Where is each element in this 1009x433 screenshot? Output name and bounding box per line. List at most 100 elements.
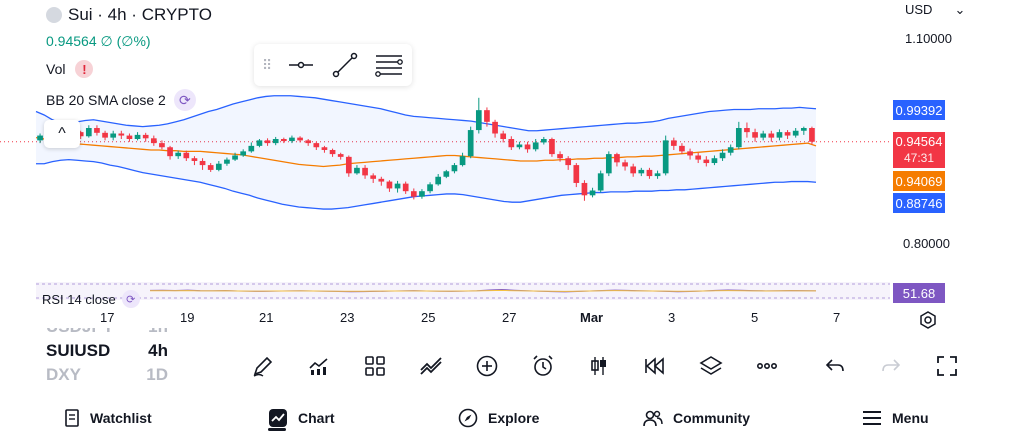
nav-label: Chart bbox=[298, 409, 335, 426]
bb-basis-price-tag: 0.94069 bbox=[893, 171, 945, 191]
time-axis-label: 21 bbox=[259, 310, 274, 325]
indicators-icon[interactable] bbox=[296, 348, 342, 384]
symbol-title[interactable]: Sui · 4h · CRYPTO bbox=[68, 5, 212, 24]
candle-body bbox=[427, 184, 433, 192]
candle-body bbox=[589, 190, 596, 196]
candle-body bbox=[475, 110, 482, 131]
nav-label: Explore bbox=[488, 409, 540, 426]
candle-body bbox=[305, 140, 312, 144]
alert-icon[interactable] bbox=[520, 348, 566, 384]
nav-watchlist[interactable]: Watchlist bbox=[64, 408, 152, 427]
price-chart[interactable] bbox=[0, 0, 1009, 300]
candle-body bbox=[654, 173, 661, 177]
candle-body bbox=[264, 140, 271, 144]
candle-body bbox=[150, 138, 157, 144]
collapse-legend-button[interactable]: ^ bbox=[44, 120, 80, 148]
candle-body bbox=[199, 160, 206, 166]
candle-body bbox=[776, 132, 783, 138]
last-price-tag-value: 0.94564 bbox=[895, 134, 943, 149]
candles-icon[interactable] bbox=[576, 348, 622, 384]
candle-body bbox=[760, 133, 767, 138]
candle-body bbox=[159, 143, 165, 148]
candle-body bbox=[670, 140, 677, 146]
symbol-row[interactable]: DXY 1D bbox=[46, 364, 168, 386]
rsi-value-tag: 51.68 bbox=[893, 283, 945, 303]
fib-retracement-tool-icon[interactable] bbox=[374, 51, 404, 79]
watchlist-icon bbox=[65, 408, 79, 427]
candle-body bbox=[809, 128, 815, 142]
warning-icon[interactable]: ! bbox=[75, 60, 94, 78]
candle-body bbox=[557, 154, 563, 159]
candle-body bbox=[142, 134, 149, 139]
last-price: 0.94564 bbox=[46, 33, 97, 49]
candle-body bbox=[443, 171, 450, 177]
candle-body bbox=[703, 159, 710, 164]
refresh-icon[interactable]: ⟳ bbox=[121, 290, 140, 308]
change-text: ∅ (∅%) bbox=[100, 33, 151, 49]
symbol-row-selected[interactable]: SUIUSD 4h bbox=[46, 338, 168, 364]
time-axis-label: 5 bbox=[751, 310, 759, 325]
redo-icon[interactable] bbox=[868, 348, 914, 384]
rsi-indicator-legend[interactable]: RSI 14 close ⟳ bbox=[42, 290, 140, 308]
nav-menu[interactable]: Menu bbox=[862, 410, 929, 426]
trend-line-tool-icon[interactable] bbox=[330, 51, 360, 79]
volume-label: Vol bbox=[46, 61, 66, 77]
chevron-up-icon: ^ bbox=[58, 125, 66, 142]
candle-body bbox=[410, 191, 417, 197]
refresh-icon[interactable]: ⟳ bbox=[173, 89, 196, 111]
candle-body bbox=[224, 159, 230, 164]
horizontal-ray-tool-icon[interactable] bbox=[286, 51, 316, 79]
currency-selector[interactable]: USD ⌄ bbox=[905, 2, 965, 18]
candle-body bbox=[800, 128, 807, 131]
candle-body bbox=[297, 137, 303, 141]
volume-indicator-legend[interactable]: Vol ! bbox=[46, 60, 94, 78]
bollinger-indicator-legend[interactable]: BB 20 SMA close 2 ⟳ bbox=[46, 89, 196, 111]
candle-body bbox=[329, 149, 336, 155]
add-icon[interactable] bbox=[464, 348, 510, 384]
price-axis-label: 0.80000 bbox=[903, 236, 950, 251]
replay-icon[interactable] bbox=[632, 348, 678, 384]
drag-handle-icon[interactable]: ⠿ bbox=[262, 56, 272, 73]
chart-settings-icon[interactable] bbox=[918, 310, 938, 330]
nav-community[interactable]: Community bbox=[643, 409, 750, 427]
symbol-interval: 1h bbox=[148, 328, 168, 337]
more-icon[interactable] bbox=[744, 348, 790, 384]
templates-icon[interactable] bbox=[352, 348, 398, 384]
symbol-row[interactable]: USDJPY 1h bbox=[46, 328, 168, 338]
candle-body bbox=[118, 133, 125, 136]
candle-body bbox=[167, 147, 173, 157]
time-axis[interactable]: 17 19 21 23 25 27 Mar 3 5 7 bbox=[0, 310, 1009, 330]
pen-icon[interactable] bbox=[240, 348, 286, 384]
fullscreen-icon[interactable] bbox=[924, 348, 970, 384]
chart-action-toolbar bbox=[240, 348, 980, 384]
nav-explore[interactable]: Explore bbox=[458, 408, 539, 428]
candle-body bbox=[687, 151, 693, 156]
candle-body bbox=[565, 158, 572, 166]
symbol-line[interactable]: Sui · 4h · CRYPTO bbox=[46, 5, 212, 25]
candle-body bbox=[37, 135, 43, 141]
undo-icon[interactable] bbox=[812, 348, 858, 384]
candle-body bbox=[630, 166, 637, 174]
candle-body bbox=[337, 154, 344, 157]
drawing-toolbar[interactable]: ⠿ bbox=[254, 44, 412, 86]
time-axis-label: 3 bbox=[668, 310, 676, 325]
candle-body bbox=[516, 144, 523, 148]
candle-body bbox=[500, 133, 507, 139]
candle-body bbox=[394, 183, 401, 189]
chart-legend: Sui · 4h · CRYPTO bbox=[46, 5, 212, 25]
symbol-name: SUIUSD bbox=[46, 341, 111, 360]
nav-chart[interactable]: Chart bbox=[268, 408, 335, 428]
compare-icon[interactable] bbox=[408, 348, 454, 384]
time-axis-label: 19 bbox=[180, 310, 195, 325]
candle-body bbox=[646, 169, 653, 177]
symbol-name: DXY bbox=[46, 365, 81, 384]
chart-area[interactable] bbox=[0, 0, 1009, 300]
symbol-picker-list[interactable]: USDJPY 1h SUIUSD 4h DXY 1D bbox=[46, 328, 176, 400]
candle-body bbox=[581, 182, 588, 196]
candle-body bbox=[792, 130, 799, 136]
candle-body bbox=[597, 173, 604, 191]
candle-body bbox=[248, 145, 255, 152]
candle-body bbox=[256, 140, 263, 146]
layers-icon[interactable] bbox=[688, 348, 734, 384]
candle-body bbox=[573, 165, 580, 183]
